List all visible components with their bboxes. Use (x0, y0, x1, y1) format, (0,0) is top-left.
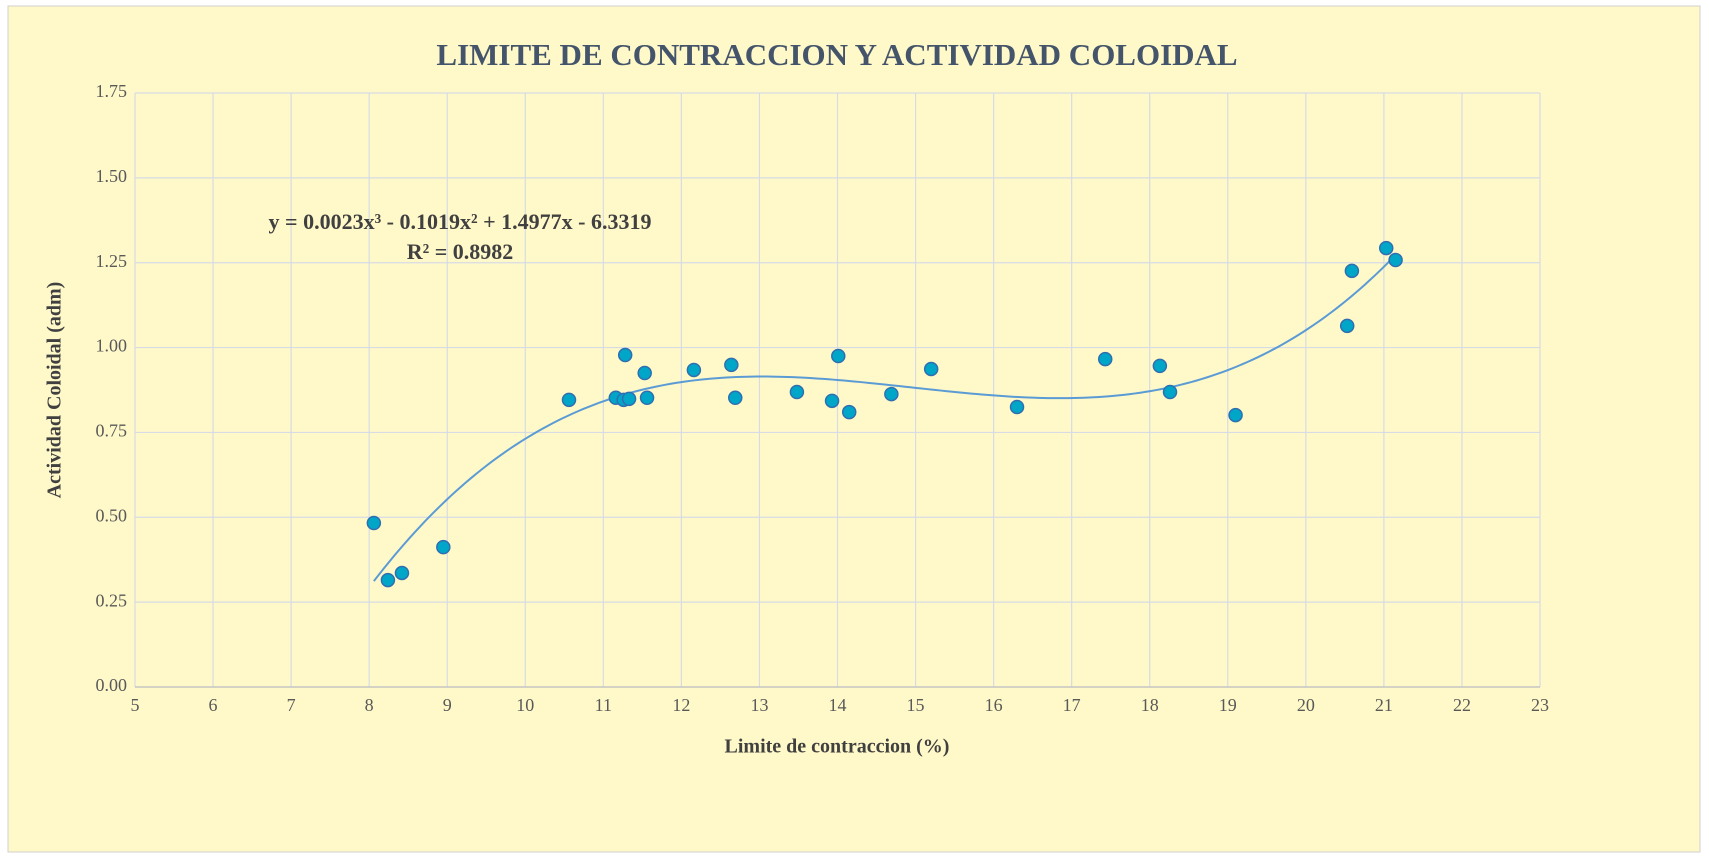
data-point (380, 572, 396, 588)
x-tick-label: 6 (209, 695, 218, 715)
data-point (789, 384, 805, 400)
y-tick-label: 0.50 (96, 505, 128, 525)
data-point (724, 357, 739, 373)
x-tick-label: 12 (672, 695, 690, 715)
data-point (884, 386, 899, 402)
x-tick-label: 23 (1531, 695, 1549, 715)
data-point (639, 390, 655, 406)
x-tick-label: 14 (829, 695, 847, 715)
data-point (1378, 240, 1394, 256)
data-point (366, 515, 382, 531)
data-point (1388, 252, 1403, 268)
trendline-r2: R² = 0.8982 (407, 239, 514, 264)
x-tick-label: 21 (1375, 695, 1393, 715)
x-tick-label: 16 (985, 695, 1003, 715)
x-tick-label: 18 (1141, 695, 1159, 715)
data-point (1152, 358, 1168, 374)
chart-title: LIMITE DE CONTRACCION Y ACTIVIDAD COLOID… (436, 37, 1237, 72)
data-point (1339, 318, 1355, 334)
data-point (1097, 351, 1113, 367)
data-point (637, 365, 652, 381)
data-point (923, 361, 939, 377)
y-tick-label: 0.25 (96, 590, 128, 610)
data-point (436, 539, 451, 555)
x-tick-label: 19 (1219, 695, 1237, 715)
data-point (1162, 384, 1178, 400)
data-point (824, 393, 840, 409)
data-point (831, 348, 846, 364)
y-tick-label: 1.75 (96, 81, 128, 101)
x-tick-label: 5 (131, 695, 140, 715)
x-tick-label: 17 (1063, 695, 1081, 715)
x-tick-label: 11 (595, 695, 612, 715)
x-tick-label: 7 (287, 695, 296, 715)
data-point (617, 347, 633, 363)
data-point (1009, 399, 1025, 415)
data-point (1228, 407, 1243, 423)
data-point (686, 362, 702, 378)
y-tick-label: 1.25 (96, 251, 128, 271)
trendline-equation: y = 0.0023x³ - 0.1019x² + 1.4977x - 6.33… (269, 209, 652, 234)
y-axis-title: Actividad Coloidal (adm) (44, 282, 66, 499)
data-point (621, 391, 637, 407)
trendline (373, 254, 1397, 582)
data-point (727, 390, 743, 406)
x-tick-label: 13 (750, 695, 768, 715)
chart-background (7, 5, 1701, 853)
x-tick-label: 9 (443, 695, 452, 715)
y-tick-label: 0.75 (96, 421, 128, 441)
x-tick-label: 22 (1453, 695, 1471, 715)
x-tick-label: 8 (365, 695, 374, 715)
data-point (561, 392, 577, 408)
x-tick-label: 20 (1297, 695, 1315, 715)
x-tick-label: 15 (907, 695, 925, 715)
y-tick-label: 0.00 (96, 675, 128, 695)
data-point (394, 565, 410, 581)
data-point (841, 404, 857, 420)
y-tick-label: 1.00 (96, 336, 128, 356)
y-tick-label: 1.50 (96, 166, 128, 186)
x-axis-title: Limite de contraccion (%) (725, 736, 950, 758)
x-tick-label: 10 (516, 695, 534, 715)
data-point (1344, 263, 1360, 279)
